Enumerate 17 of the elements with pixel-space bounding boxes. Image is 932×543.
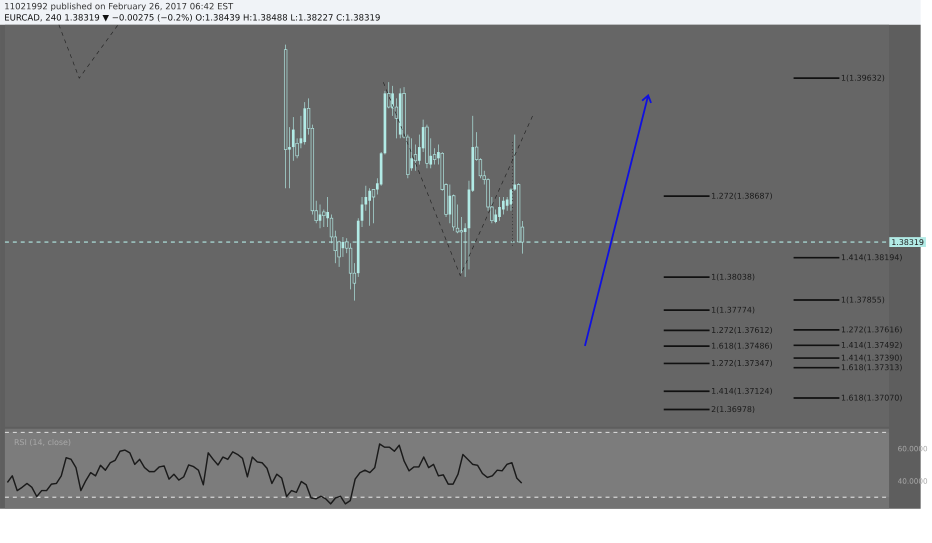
candlestick [410, 138, 414, 171]
candlestick [510, 188, 512, 211]
chart-title: EURCAD, 240 1.38319 ▼ −0.00275 (−0.2%) O:1.38439 H:1.38488 L:1.38227 C:1.38319 [5, 14, 380, 22]
candlestick [360, 196, 364, 228]
candlestick [432, 148, 436, 165]
candlestick [391, 85, 394, 116]
candlestick [292, 116, 295, 161]
candlestick [498, 196, 501, 221]
candlestick [318, 204, 322, 228]
chart-subtitle: 11021992 published on February 26, 2017 06:42 EST [5, 2, 234, 11]
candlestick [364, 185, 368, 211]
candlestick [342, 236, 344, 258]
candlestick [448, 184, 452, 224]
candlestick [326, 196, 329, 228]
candlestick [414, 144, 418, 171]
candlestick [494, 209, 498, 224]
candlestick [502, 196, 505, 215]
